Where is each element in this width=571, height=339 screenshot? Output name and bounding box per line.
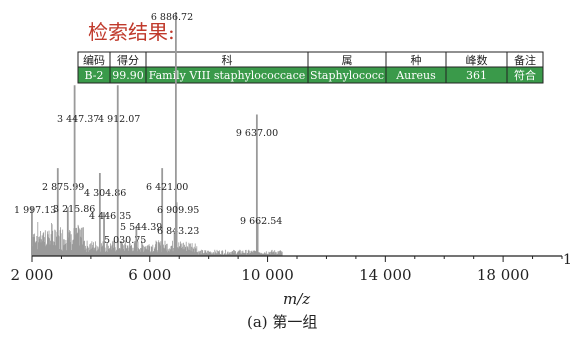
table-data-cell: 361 — [466, 69, 487, 82]
peak-label: 6 421.00 — [146, 182, 188, 193]
table-data-cell: 99.90 — [112, 69, 144, 82]
result-title: 检索结果: — [88, 20, 175, 44]
x-axis-label: m/z — [283, 290, 310, 308]
x-tick-label: 18 000 — [477, 266, 530, 284]
peak-label: 4 446.35 — [89, 211, 131, 222]
table-data-cell: B-2 — [84, 69, 103, 82]
table-header-cell: 科 — [222, 53, 233, 67]
table-header-cell: 编码 — [83, 53, 105, 67]
peak-label: 6 843.23 — [157, 226, 199, 237]
figure-caption: (a) 第一组 — [247, 313, 317, 331]
table-data-cell: Aureus — [395, 69, 436, 82]
peak-label: 1 997.13 — [14, 205, 56, 216]
peak-label: 9 637.00 — [236, 128, 278, 139]
peak-label: 9 662.54 — [240, 216, 282, 227]
peak-label: 6 909.95 — [157, 205, 199, 216]
result-table: 编码 得分 科 属 种 峰数 备注 B-2 99.90 Family VIII staphyloc… — [77, 51, 544, 84]
peak-label: 5 544.39 — [120, 222, 162, 233]
y-max-tick-label: 1 — [563, 252, 571, 268]
table-row-fill — [78, 67, 543, 83]
x-tick-label: 2 000 — [11, 266, 54, 284]
x-tick-label: 10 000 — [241, 266, 294, 284]
table-header-cell: 属 — [342, 54, 353, 67]
peak-label: 6 886.72 — [151, 12, 193, 23]
table-header-cell: 峰数 — [466, 54, 488, 67]
table-header-cell: 得分 — [117, 54, 139, 67]
x-tick-label: 6 000 — [128, 266, 171, 284]
table-data-cell: Family VIII staphylococcace — [149, 69, 306, 82]
peak-label: 3 447.37 — [57, 114, 99, 125]
x-tick-label: 14 000 — [359, 266, 412, 284]
table-header-cell: 种 — [411, 53, 422, 67]
peak-label: 2 875.99 — [42, 182, 84, 193]
x-axis-ticks: 2 000 6 000 10 000 14 000 18 000 — [11, 256, 563, 284]
peak-label: 5 030.75 — [104, 235, 146, 246]
table-header-cell: 备注 — [514, 53, 536, 67]
table-data-cell: Staphylococc — [310, 69, 384, 82]
peak-label: 4 912.07 — [98, 114, 140, 125]
spectrum-plot: 1 997.132 875.993 215.863 447.374 304.86… — [14, 12, 283, 256]
table-data-cell: 符合 — [514, 68, 536, 82]
peak-label: 4 304.86 — [84, 188, 126, 199]
